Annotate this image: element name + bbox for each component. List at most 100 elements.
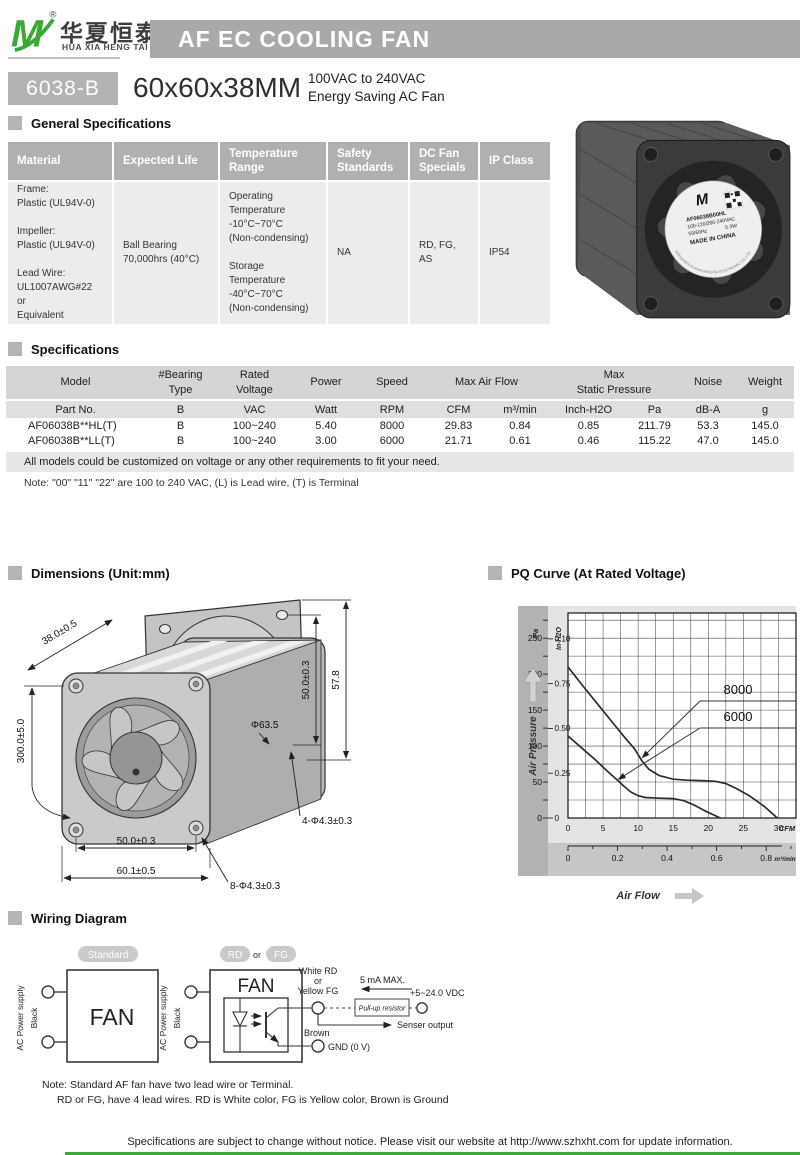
section-title: PQ Curve (At Rated Voltage) (511, 565, 686, 581)
spec-h-voltage: Rated Voltage (216, 366, 293, 400)
standard-terminals (41, 985, 67, 1049)
unit-bearing: B (145, 399, 216, 418)
dim-wire-length-label: 300.0±5.0 (16, 718, 27, 763)
rdfg-terminals (184, 985, 210, 1049)
svg-text:0.75: 0.75 (555, 679, 571, 688)
gen-cell-temperature: Operating Temperature -10°C~70°C (Non-co… (220, 182, 326, 324)
section-bullet (8, 342, 22, 356)
cell: 0.85 (548, 418, 629, 433)
unit-vac: VAC (216, 399, 293, 418)
dim-hole-diameter-label: Φ63.5 (251, 720, 279, 731)
cell: 29.83 (425, 418, 492, 433)
specifications-table-wrap: Model #Bearing Type Rated Voltage Power … (6, 366, 794, 472)
cell: 0.46 (548, 433, 629, 450)
spec-h-bearing: #Bearing Type (145, 366, 216, 400)
gen-cell-dcfan: RD, FG, AS (410, 182, 478, 324)
front-screw-hole (768, 146, 784, 163)
cell: 145.0 (736, 418, 794, 433)
gen-cell-material: Frame: Plastic (UL94V-0) Impeller: Plast… (8, 182, 112, 324)
svg-text:150: 150 (528, 705, 542, 715)
or-label: or (253, 950, 261, 960)
plate-screw-hole (159, 624, 171, 634)
spec-h-power: Power (293, 366, 359, 400)
top-face-stripe (95, 641, 228, 681)
senser-output-label: Senser output (397, 1020, 454, 1030)
cell: 100~240 (216, 418, 293, 433)
unit-g: g (736, 399, 794, 418)
vdc-terminal (416, 1002, 428, 1014)
svg-text:6000: 6000 (724, 709, 753, 724)
cell: 0.61 (492, 433, 548, 450)
standard-fan-box (66, 969, 159, 1063)
vdc-label: +5~24.0 VDC (410, 988, 465, 998)
label-power: 5.3W (725, 223, 738, 231)
section-specifications: Specifications (8, 341, 119, 357)
gen-col-temperature-header: Temperature Range (220, 142, 326, 180)
wiring-note-1: Note: Standard AF fan have two lead wire… (42, 1079, 294, 1091)
wiring-note-2: RD or FG, have 4 lead wires. RD is White… (57, 1094, 449, 1106)
dim-plate-holes-label: 4-Φ4.3±0.3 (302, 816, 353, 827)
dim-width-label: 60.1±0.5 (117, 866, 156, 877)
yellow-fg-label: Yellow FG (298, 986, 339, 996)
pq-curve-chart: 05010015020025000.250.500.750.1005101520… (518, 606, 797, 904)
gen-cell-ipclass: IP54 (480, 182, 550, 324)
cell: 47.0 (680, 433, 736, 450)
section-general-specifications: General Specifications (8, 115, 171, 131)
unit-inch-h2o: Inch-H2O (548, 399, 629, 418)
section-title: Wiring Diagram (31, 910, 127, 926)
unit-watt: Watt (293, 399, 359, 418)
brand-name-chinese: 华夏恒泰 (60, 20, 160, 46)
product-description: 100VAC to 240VAC Energy Saving AC Fan (308, 70, 445, 106)
svg-text:15: 15 (668, 823, 678, 833)
gen-col-safety-header: Safety Standards (328, 142, 408, 180)
pa-axis-label: Pa (531, 629, 540, 638)
gen-cell-safety: NA (328, 182, 408, 324)
optocoupler-circuit (223, 997, 311, 1053)
spec-header-row: Model #Bearing Type Rated Voltage Power … (6, 366, 794, 400)
gen-col-material-header: Material (8, 142, 112, 180)
svg-text:0.2: 0.2 (612, 853, 624, 863)
specifications-table: Model #Bearing Type Rated Voltage Power … (6, 366, 794, 472)
gnd-terminal (311, 1039, 325, 1053)
impeller (81, 706, 184, 811)
svg-text:0.10: 0.10 (555, 635, 571, 644)
pa-axis-strip (518, 606, 548, 876)
plot-border (567, 612, 797, 819)
ac-power-label: AC Power supply (158, 985, 168, 1051)
svg-text:0.6: 0.6 (711, 853, 723, 863)
label-logo: M (694, 190, 710, 209)
front-screw-holes (68, 676, 204, 838)
front-screw-hole (643, 296, 659, 312)
chart-series: 8000 6000 (567, 666, 796, 819)
cell: B (145, 433, 216, 450)
dimensions-drawing: 38.0±0.5 300.0±5.0 Φ63.5 50.0±0.3 57.8 5… (16, 599, 353, 892)
brand-name-english: HUA XIA HENG TAI (62, 42, 149, 52)
spec-h-speed: Speed (359, 366, 425, 400)
svg-text:0: 0 (566, 823, 571, 833)
section-title: Dimensions (Unit:mm) (31, 565, 170, 581)
front-screw-hole (643, 146, 659, 163)
fg-badge (266, 946, 296, 962)
fg-badge-label: FG (274, 950, 288, 961)
hub-dot (132, 768, 140, 776)
svg-text:5: 5 (601, 823, 606, 833)
model-number-chip: 6038-B (8, 72, 118, 105)
cell: 0.84 (492, 418, 548, 433)
cell: 145.0 (736, 433, 794, 450)
cell: 6000 (359, 433, 425, 450)
signal-terminal (311, 1001, 325, 1015)
top-face-stripe (175, 641, 308, 681)
gen-cell-life: Ball Bearing 70,000hrs (40°C) (114, 182, 218, 324)
part-number: AF06038B**LL(T) (6, 433, 145, 450)
unit-cfm: CFM (425, 399, 492, 418)
gen-col-ipclass-header: IP Class (480, 142, 550, 180)
ac-power-label: AC Power supply (15, 985, 25, 1051)
up-arrow-icon (523, 667, 543, 703)
cell: 8000 (359, 418, 425, 433)
standard-badge (78, 946, 138, 962)
unit-rpm: RPM (359, 399, 425, 418)
cell: 5.40 (293, 418, 359, 433)
spec-h-noise: Noise (680, 366, 736, 400)
fan-box-label: FAN (238, 976, 275, 997)
